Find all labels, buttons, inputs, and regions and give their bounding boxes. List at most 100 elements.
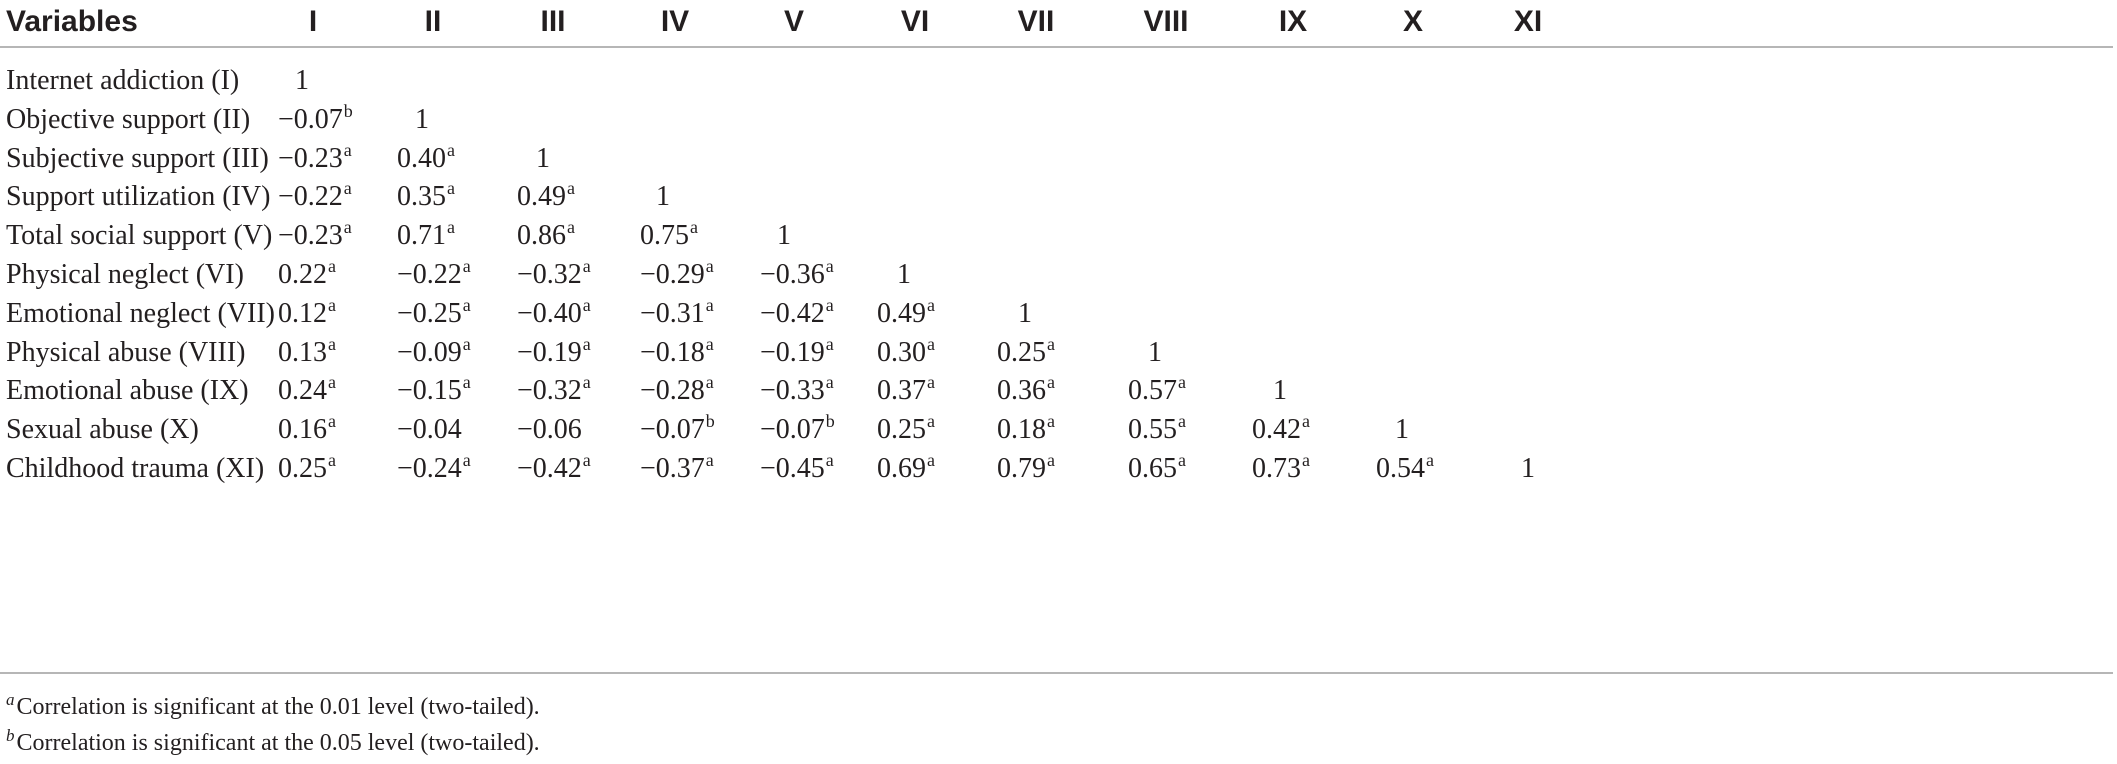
row-label: Sexual abuse (X)	[6, 414, 199, 446]
cell-value: −0.42	[517, 453, 582, 484]
cell-value: −0.04	[397, 414, 462, 446]
significance-marker: a	[927, 411, 935, 432]
table-cell: −0.04	[397, 404, 537, 456]
significance-marker: a	[462, 372, 471, 393]
header-variables: Variables	[6, 5, 138, 38]
significance-marker: a	[1426, 450, 1434, 470]
cell-value: 0.25	[997, 336, 1046, 368]
cell-value: 1	[1521, 453, 1535, 484]
row-label: Objective support (II)	[6, 103, 251, 135]
row-label: Internet addiction (I)	[6, 65, 240, 96]
table-cell: 1	[656, 171, 796, 223]
table-cell: 1	[1395, 404, 1535, 456]
table-cell: −0.18a	[640, 327, 780, 379]
table-cell: 1	[415, 94, 555, 146]
table-cell: −0.25a	[397, 288, 537, 340]
cell-value: 0.71	[397, 220, 446, 252]
footnote-text: Correlation is significant at the 0.01 l…	[16, 694, 540, 720]
row-label: Physical neglect (VI)	[6, 259, 244, 290]
table-cell: 0.71a	[397, 210, 537, 262]
header-col-iii: III	[540, 5, 566, 38]
table-cell: 0.25a	[877, 404, 1017, 456]
table-row: Physical neglect (VI) 0.22a −0.22a −0.32a −0…	[0, 249, 2117, 301]
cell-value: 0.40	[397, 142, 446, 174]
header-col-ii: II	[424, 5, 442, 38]
table-cell: 0.57a	[1128, 365, 1268, 417]
footnote-text: Correlation is significant at the 0.05 l…	[16, 730, 540, 756]
table-row: Childhood trauma (XI) 0.25a −0.24a −0.42a −0…	[0, 443, 2117, 495]
cell-value: 1	[897, 259, 911, 290]
significance-marker: a	[462, 450, 471, 470]
cell-value: 0.79	[997, 453, 1046, 484]
header-col-ix: IX	[1278, 5, 1308, 38]
table-row: Physical abuse (VIII) 0.13a −0.09a −0.19a −0…	[0, 327, 2117, 379]
cell-value: −0.40	[517, 297, 582, 329]
cell-value: −0.23	[278, 142, 343, 174]
table-cell: −0.40a	[517, 288, 657, 340]
significance-marker: a	[927, 333, 935, 354]
cell-value: −0.07	[760, 414, 825, 446]
table-cell: 0.16a	[278, 404, 418, 456]
table-cell: 0.35a	[397, 171, 537, 223]
cell-value: 1	[1395, 414, 1409, 446]
table-cell: −0.19a	[760, 327, 900, 379]
table-cell: 0.25a	[278, 443, 418, 495]
significance-marker: a	[343, 139, 352, 160]
table-cell: −0.32a	[517, 365, 657, 417]
table-cell: 0.49a	[877, 288, 1017, 340]
table-cell: 0.25a	[997, 327, 1137, 379]
cell-value: −0.25	[397, 297, 462, 329]
table-cell: 1	[1148, 327, 1288, 379]
table-cell: −0.23a	[278, 133, 418, 185]
cell-value: 0.49	[517, 181, 566, 213]
significance-marker: a	[328, 256, 336, 276]
significance-marker: a	[343, 217, 352, 238]
table-cell: 1	[1521, 443, 1661, 495]
cell-value: 0.25	[278, 453, 327, 484]
cell-value: 0.73	[1252, 453, 1301, 484]
table-cell: −0.28a	[640, 365, 780, 417]
significance-marker: a	[1178, 372, 1186, 393]
significance-marker: a	[927, 294, 935, 315]
cell-value: 0.75	[640, 220, 689, 252]
row-label: Support utilization (IV)	[6, 181, 271, 213]
cell-value: −0.45	[760, 453, 825, 484]
table-cell: 0.55a	[1128, 404, 1268, 456]
row-label: Physical abuse (VIII)	[6, 336, 246, 368]
footnote-a: aCorrelation is significant at the 0.01 …	[6, 690, 540, 724]
table-cell: 0.69a	[877, 443, 1017, 495]
table-row: Objective support (II) −0.07b 1	[0, 94, 2117, 146]
significance-marker: a	[825, 372, 834, 393]
significance-marker: a	[328, 450, 336, 470]
footnote-b: bCorrelation is significant at the 0.05 …	[6, 726, 540, 760]
cell-value: −0.22	[278, 181, 343, 213]
significance-marker: a	[447, 139, 455, 160]
cell-value: 1	[1273, 375, 1287, 407]
table-row: Emotional neglect (VII) 0.12a −0.25a −0.40a…	[0, 288, 2117, 340]
significance-marker: a	[582, 333, 591, 354]
significance-marker: a	[1302, 411, 1310, 432]
cell-value: 0.24	[278, 375, 327, 407]
cell-value: −0.19	[517, 336, 582, 368]
cell-value: −0.19	[760, 336, 825, 368]
row-label: Emotional abuse (IX)	[6, 375, 249, 407]
cell-value: 0.57	[1128, 375, 1177, 407]
table-cell: 0.22a	[278, 249, 418, 301]
table-cell: 0.30a	[877, 327, 1017, 379]
table-cell: 0.24a	[278, 365, 418, 417]
header-rule	[0, 46, 2113, 48]
cell-value: −0.23	[278, 220, 343, 252]
cell-value: 0.12	[278, 297, 327, 329]
table-cell: 1	[1273, 365, 1413, 417]
cell-value: 1	[536, 142, 550, 174]
significance-marker: a	[705, 450, 714, 470]
cell-value: 1	[656, 181, 670, 213]
significance-marker: a	[1047, 372, 1055, 393]
cell-value: 1	[1148, 336, 1162, 368]
significance-marker: a	[462, 333, 471, 354]
significance-marker: a	[705, 372, 714, 393]
cell-value: −0.07	[640, 414, 705, 446]
table-cell: 0.12a	[278, 288, 418, 340]
table-row: Total social support (V) −0.23a 0.71a 0.86a…	[0, 210, 2117, 262]
